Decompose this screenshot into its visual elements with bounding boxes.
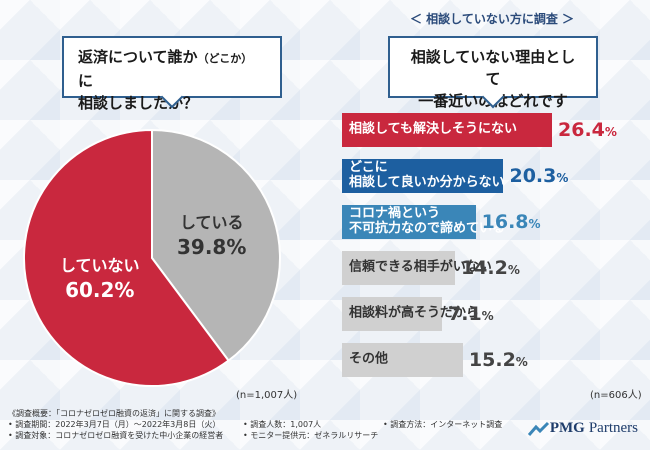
bar-category-label: コロナ禍という 不可抗力なので諦めている bbox=[349, 206, 506, 237]
bar-value-label: 7.1% bbox=[448, 303, 494, 325]
question-box-left: 返済について誰か（どこか） に 相談しましたか？ bbox=[62, 36, 282, 112]
sub-heading: ＜ 相談していない方に調査 ＞ bbox=[410, 12, 574, 26]
bar-value-number: 26.4 bbox=[558, 119, 605, 141]
bar-value-number: 15.2 bbox=[468, 349, 516, 371]
bar-value-label: 20.3% bbox=[509, 165, 568, 187]
bar-category-line: 相談料が高そうだから bbox=[349, 305, 480, 321]
footer-method: • 調査方法：インターネット調査 bbox=[383, 420, 503, 429]
footer-period: • 調査期間：2022年3月7日（月）〜2022年3月8日（火） bbox=[8, 420, 221, 429]
pie-value-label: 60.2 bbox=[65, 277, 115, 302]
bar-value-unit: % bbox=[481, 309, 494, 323]
bar-category-line: コロナ禍という bbox=[349, 206, 441, 222]
question-text-line2: 相談しましたか？ bbox=[78, 94, 199, 112]
bar-value-label: 26.4% bbox=[558, 119, 617, 141]
left-panel: 返済について誰か（どこか） に 相談しましたか？ していない 60.2% している… bbox=[2, 8, 320, 403]
bar-category-label: 相談料が高そうだから bbox=[349, 305, 480, 322]
bar-category-label: 相談しても解決しそうにない bbox=[349, 121, 517, 138]
logo-partners: Partners bbox=[588, 420, 638, 436]
sample-size-right: (n=606人) bbox=[590, 390, 642, 401]
bar-category-label: どこに 相談して良いか分からない bbox=[349, 160, 505, 191]
logo-pmg: PMG bbox=[549, 420, 585, 436]
footer-title: 《調査概要：「コロナゼロゼロ融資の返済」に関する調査》 bbox=[8, 409, 220, 418]
bar-row: どこに 相談して良いか分からない 20.3% bbox=[342, 159, 642, 193]
pie-label-not-consulted: していない 60.2% bbox=[60, 256, 140, 303]
bar-category-line: 信頼できる相手がいない bbox=[349, 259, 492, 275]
bar-value-label: 14.2% bbox=[461, 257, 520, 279]
bar-value-number: 14.2 bbox=[460, 257, 508, 279]
pie-slice bbox=[23, 128, 230, 387]
bar-row: 相談しても解決しそうにない 26.4% bbox=[342, 113, 642, 147]
bar-value-label: 16.8% bbox=[482, 211, 541, 233]
question-box-right: 相談していない理由として 一番近いのはどれですか？ bbox=[388, 36, 598, 132]
question-text: 返済について誰か bbox=[78, 48, 198, 66]
bar-value-label: 15.2% bbox=[469, 349, 528, 371]
footer-count: • 調査人数：1,007人 bbox=[243, 420, 322, 429]
bar-value-unit: % bbox=[556, 171, 569, 185]
bar bbox=[342, 205, 476, 239]
bar-row: 信頼できる相手がいない 14.2% bbox=[342, 251, 642, 285]
bar-category-line: その他 bbox=[349, 351, 389, 367]
bar-row: 相談料が高そうだから 7.1% bbox=[342, 297, 642, 331]
sample-size-left: (n=1,007人) bbox=[236, 390, 298, 401]
bar-category-line: どこに bbox=[349, 160, 388, 176]
question-text-line1: 相談していない理由として bbox=[410, 48, 576, 88]
pie-unit-label: % bbox=[114, 277, 135, 302]
bar-category-line: 相談しても解決しそうにない bbox=[349, 121, 517, 137]
survey-footer: 《調査概要：「コロナゼロゼロ融資の返済」に関する調査》 • 調査期間：2022年… bbox=[8, 408, 528, 441]
logo-mark-icon bbox=[527, 421, 549, 436]
bar bbox=[342, 343, 463, 377]
pmg-partners-logo: PMG Partners bbox=[527, 420, 638, 437]
question-aside: （どこか） bbox=[197, 52, 253, 65]
bar-value-unit: % bbox=[515, 355, 528, 369]
pie-svg bbox=[23, 128, 281, 387]
question-text-end: に bbox=[78, 72, 94, 90]
bar-value-number: 16.8 bbox=[481, 211, 529, 233]
pie-unit-label: % bbox=[226, 234, 247, 259]
right-panel: ＜ 相談していない方に調査 ＞ 相談していない理由として 一番近いのはどれですか… bbox=[330, 8, 648, 403]
bar bbox=[342, 251, 455, 285]
bar-category-line: 相談して良いか分からない bbox=[349, 175, 505, 190]
bar-category-label: 信頼できる相手がいない bbox=[349, 259, 492, 276]
bar-value-unit: % bbox=[604, 125, 617, 139]
pie-category-label: していない bbox=[60, 256, 140, 275]
bar-category-label: その他 bbox=[349, 351, 389, 368]
bar-value-unit: % bbox=[507, 263, 520, 277]
pie-label-consulted: している 39.8% bbox=[177, 213, 246, 260]
bar-value-number: 20.3 bbox=[509, 165, 557, 187]
bar-row: コロナ禍という 不可抗力なので諦めている 16.8% bbox=[342, 205, 642, 239]
footer-provider: • モニター提供元：ゼネラルリサーチ bbox=[243, 431, 379, 440]
bar bbox=[342, 159, 504, 193]
pie-slice bbox=[151, 128, 281, 363]
pie-chart: していない 60.2% している 39.8% bbox=[22, 128, 322, 388]
bar bbox=[342, 297, 442, 331]
pie-category-label: している bbox=[179, 213, 244, 232]
footer-target: • 調査対象：コロナゼロゼロ融資を受けた中小企業の経営者 bbox=[8, 431, 224, 440]
pie-value-label: 39.8 bbox=[177, 234, 227, 259]
bar-row: その他 15.2% bbox=[342, 343, 642, 377]
bar-value-number: 7.1 bbox=[448, 303, 482, 325]
bar-value-unit: % bbox=[528, 217, 541, 231]
bar bbox=[342, 113, 552, 147]
bar-category-line: 不可抗力なので諦めている bbox=[349, 221, 506, 236]
